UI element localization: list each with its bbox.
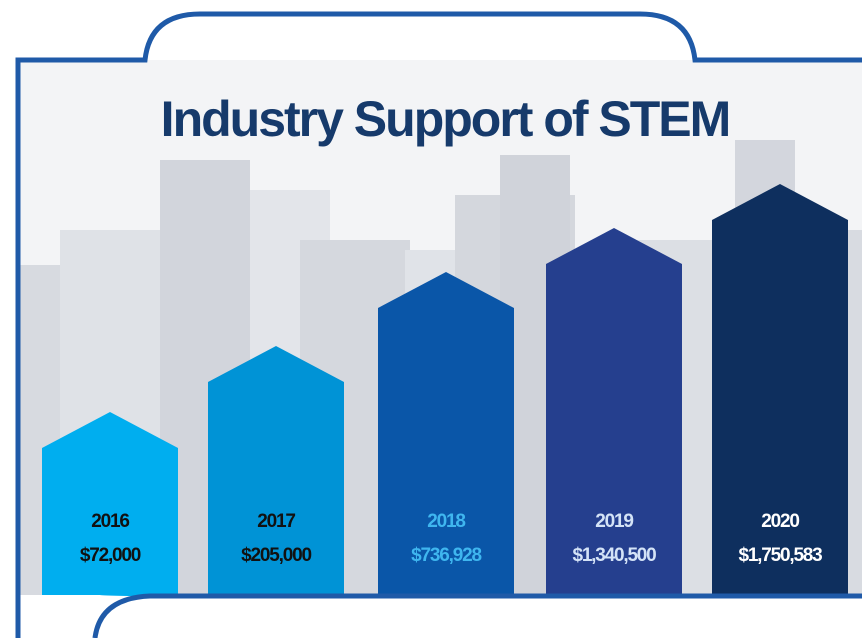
bar-amount: $1,340,500	[572, 545, 656, 566]
bar-amount: $72,000	[80, 545, 141, 566]
bar-year: 2017	[257, 511, 295, 532]
bottom-curve	[92, 593, 862, 638]
frame	[15, 11, 862, 638]
bottom-panel	[20, 595, 862, 638]
bar	[546, 228, 682, 598]
bar-amount: $205,000	[241, 545, 311, 566]
title: Industry Support of STEM	[161, 91, 730, 147]
bar-amount: $736,928	[411, 545, 481, 566]
bar	[378, 272, 514, 598]
bar	[712, 184, 848, 598]
bar-year: 2018	[427, 511, 465, 532]
bar-year: 2016	[91, 511, 129, 532]
bar	[208, 346, 344, 598]
bar	[42, 412, 178, 598]
bars: 2016 $72,000 2017 $205,000 2018 $736,928 2019 $…	[42, 184, 848, 598]
bar-year: 2019	[595, 511, 633, 532]
bar-amount: $1,750,583	[738, 545, 822, 566]
bar-year: 2020	[761, 511, 799, 532]
